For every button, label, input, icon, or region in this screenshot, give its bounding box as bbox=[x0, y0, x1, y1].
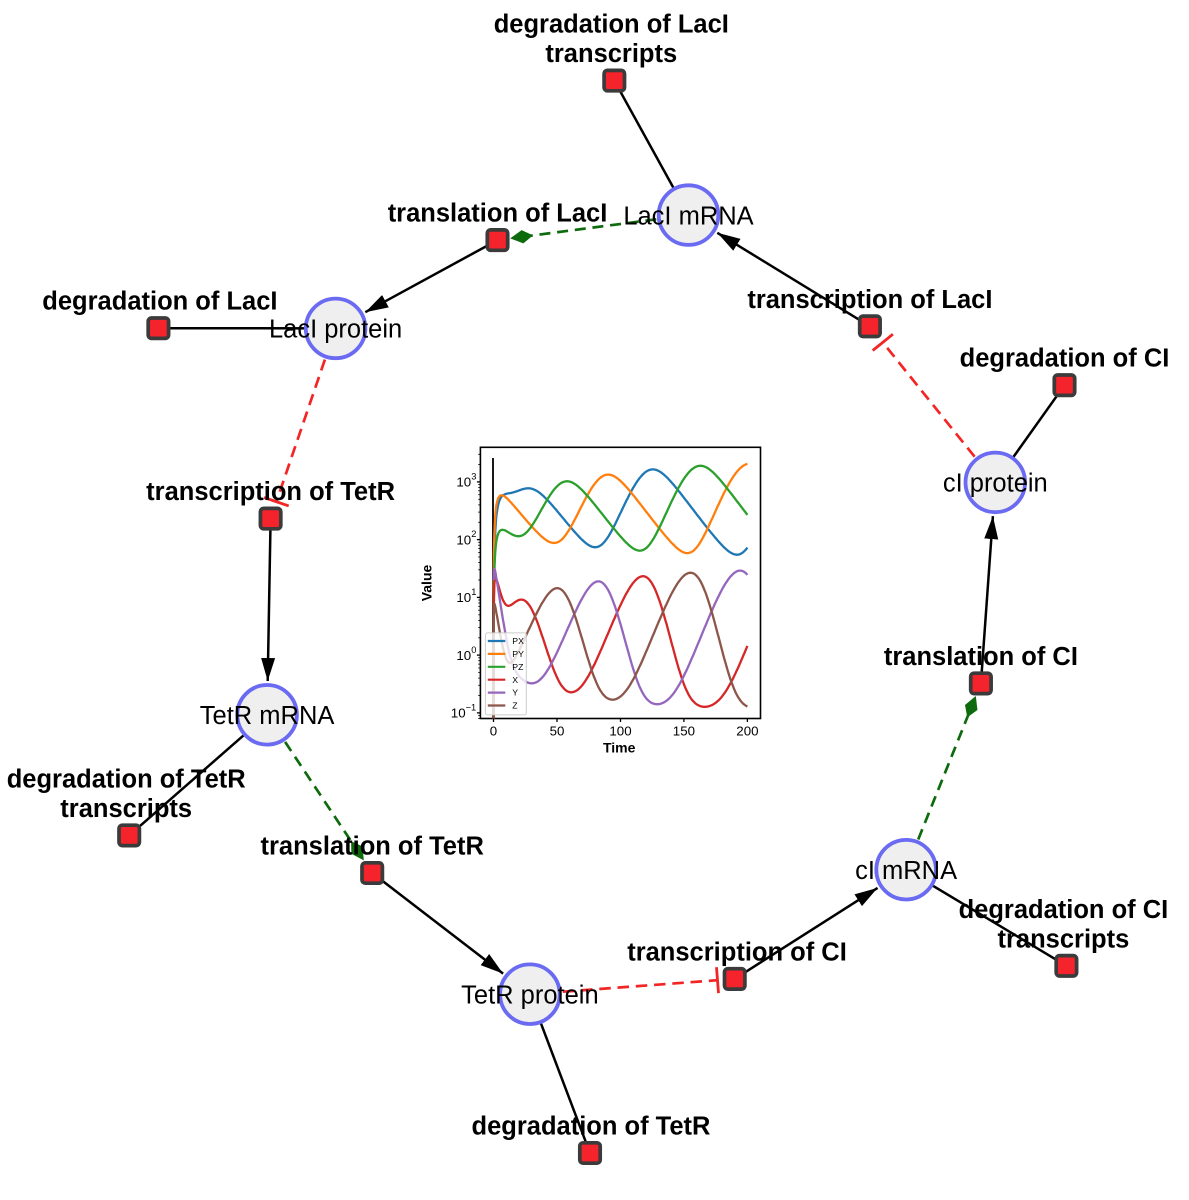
svg-text:−1: −1 bbox=[466, 703, 477, 713]
svg-text:cI protein: cI protein bbox=[943, 470, 1048, 498]
svg-text:translation of CI: translation of CI bbox=[884, 643, 1078, 671]
svg-text:0: 0 bbox=[471, 645, 476, 655]
svg-text:PX: PX bbox=[512, 636, 524, 646]
svg-text:degradation of TetR: degradation of TetR bbox=[7, 765, 246, 793]
svg-text:translation of LacI: translation of LacI bbox=[388, 200, 608, 228]
svg-text:PY: PY bbox=[512, 649, 524, 659]
svg-text:TetR mRNA: TetR mRNA bbox=[200, 702, 335, 730]
svg-text:Time: Time bbox=[603, 740, 636, 756]
svg-text:10: 10 bbox=[456, 590, 471, 605]
svg-text:1: 1 bbox=[471, 587, 476, 597]
svg-text:10: 10 bbox=[451, 706, 466, 721]
svg-text:transcription of LacI: transcription of LacI bbox=[747, 286, 992, 314]
svg-text:2: 2 bbox=[471, 529, 476, 539]
svg-text:50: 50 bbox=[550, 723, 565, 738]
svg-text:Z: Z bbox=[512, 701, 518, 711]
svg-text:degradation of TetR: degradation of TetR bbox=[472, 1113, 711, 1141]
svg-text:X: X bbox=[512, 675, 518, 685]
svg-text:transcription of CI: transcription of CI bbox=[627, 938, 847, 966]
svg-text:0: 0 bbox=[490, 723, 497, 738]
svg-text:degradation of LacI: degradation of LacI bbox=[494, 11, 729, 39]
svg-text:degradation of LacI: degradation of LacI bbox=[42, 288, 277, 316]
svg-text:3: 3 bbox=[471, 472, 476, 482]
svg-text:LacI protein: LacI protein bbox=[269, 316, 402, 344]
svg-text:transcripts: transcripts bbox=[998, 925, 1130, 953]
svg-text:Y: Y bbox=[512, 688, 518, 698]
svg-text:degradation of CI: degradation of CI bbox=[959, 896, 1169, 924]
svg-text:transcripts: transcripts bbox=[545, 40, 677, 68]
svg-text:LacI mRNA: LacI mRNA bbox=[623, 202, 753, 230]
svg-text:degradation of CI: degradation of CI bbox=[960, 345, 1170, 373]
svg-text:10: 10 bbox=[456, 532, 471, 547]
svg-text:10: 10 bbox=[456, 475, 471, 490]
svg-text:transcription of TetR: transcription of TetR bbox=[146, 478, 395, 506]
svg-text:200: 200 bbox=[736, 723, 758, 738]
svg-text:PZ: PZ bbox=[512, 662, 524, 672]
svg-text:150: 150 bbox=[673, 723, 695, 738]
svg-text:transcripts: transcripts bbox=[60, 795, 192, 823]
svg-text:10: 10 bbox=[456, 648, 471, 663]
svg-text:100: 100 bbox=[609, 723, 631, 738]
svg-text:translation of TetR: translation of TetR bbox=[261, 833, 484, 861]
svg-text:Value: Value bbox=[419, 565, 435, 602]
svg-text:TetR protein: TetR protein bbox=[461, 982, 599, 1010]
svg-text:cI mRNA: cI mRNA bbox=[855, 857, 957, 885]
